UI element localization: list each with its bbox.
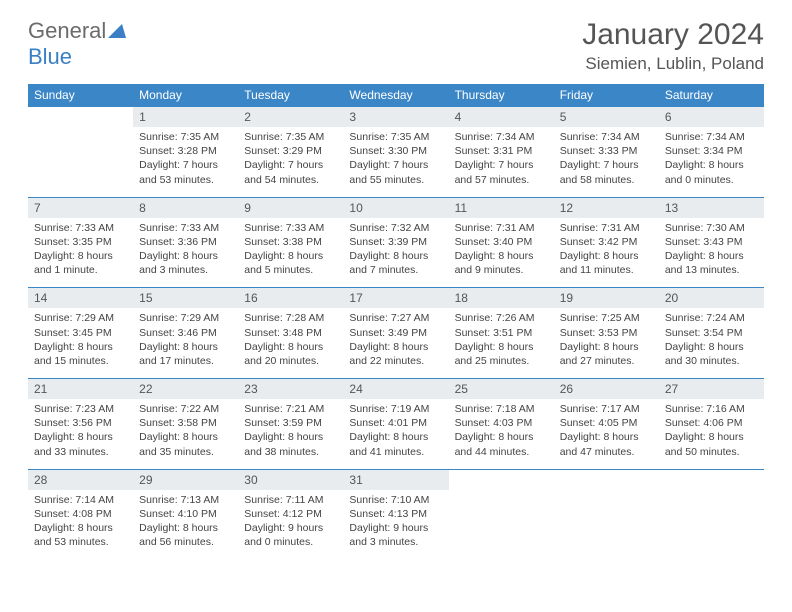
day-detail-cell: Sunrise: 7:35 AMSunset: 3:30 PMDaylight:… bbox=[343, 127, 448, 197]
day-number-row: 14151617181920 bbox=[28, 288, 764, 309]
calendar-table: Sunday Monday Tuesday Wednesday Thursday… bbox=[28, 84, 764, 559]
day-detail-row: Sunrise: 7:35 AMSunset: 3:28 PMDaylight:… bbox=[28, 127, 764, 197]
day-detail-cell: Sunrise: 7:14 AMSunset: 4:08 PMDaylight:… bbox=[28, 490, 133, 560]
day-number-cell: 31 bbox=[343, 469, 448, 490]
day-number-row: 123456 bbox=[28, 107, 764, 128]
day-detail-cell: Sunrise: 7:17 AMSunset: 4:05 PMDaylight:… bbox=[554, 399, 659, 469]
day-detail-cell: Sunrise: 7:21 AMSunset: 3:59 PMDaylight:… bbox=[238, 399, 343, 469]
day-number-cell: 22 bbox=[133, 379, 238, 400]
day-number-cell: 25 bbox=[449, 379, 554, 400]
day-detail-cell: Sunrise: 7:35 AMSunset: 3:28 PMDaylight:… bbox=[133, 127, 238, 197]
title-block: January 2024 Siemien, Lublin, Poland bbox=[582, 18, 764, 74]
day-detail-cell: Sunrise: 7:10 AMSunset: 4:13 PMDaylight:… bbox=[343, 490, 448, 560]
weekday-header: Thursday bbox=[449, 84, 554, 107]
day-number-cell: 13 bbox=[659, 197, 764, 218]
day-detail-cell: Sunrise: 7:34 AMSunset: 3:31 PMDaylight:… bbox=[449, 127, 554, 197]
day-number-cell: 8 bbox=[133, 197, 238, 218]
day-number-cell: 30 bbox=[238, 469, 343, 490]
day-detail-cell: Sunrise: 7:16 AMSunset: 4:06 PMDaylight:… bbox=[659, 399, 764, 469]
day-detail-cell: Sunrise: 7:28 AMSunset: 3:48 PMDaylight:… bbox=[238, 308, 343, 378]
day-detail-row: Sunrise: 7:14 AMSunset: 4:08 PMDaylight:… bbox=[28, 490, 764, 560]
day-detail-row: Sunrise: 7:29 AMSunset: 3:45 PMDaylight:… bbox=[28, 308, 764, 378]
day-number-cell: 4 bbox=[449, 107, 554, 128]
day-detail-cell: Sunrise: 7:29 AMSunset: 3:46 PMDaylight:… bbox=[133, 308, 238, 378]
day-detail-cell bbox=[554, 490, 659, 560]
logo-word1: General bbox=[28, 18, 106, 43]
day-detail-cell: Sunrise: 7:30 AMSunset: 3:43 PMDaylight:… bbox=[659, 218, 764, 288]
day-detail-cell: Sunrise: 7:11 AMSunset: 4:12 PMDaylight:… bbox=[238, 490, 343, 560]
day-number-cell: 15 bbox=[133, 288, 238, 309]
day-number-cell: 19 bbox=[554, 288, 659, 309]
day-number-cell: 5 bbox=[554, 107, 659, 128]
weekday-header: Tuesday bbox=[238, 84, 343, 107]
day-number-cell: 23 bbox=[238, 379, 343, 400]
day-number-cell: 26 bbox=[554, 379, 659, 400]
day-detail-cell: Sunrise: 7:32 AMSunset: 3:39 PMDaylight:… bbox=[343, 218, 448, 288]
day-number-cell: 21 bbox=[28, 379, 133, 400]
day-detail-cell: Sunrise: 7:33 AMSunset: 3:35 PMDaylight:… bbox=[28, 218, 133, 288]
day-detail-cell: Sunrise: 7:33 AMSunset: 3:38 PMDaylight:… bbox=[238, 218, 343, 288]
day-number-cell: 3 bbox=[343, 107, 448, 128]
weekday-header: Monday bbox=[133, 84, 238, 107]
day-number-cell bbox=[28, 107, 133, 128]
day-detail-row: Sunrise: 7:23 AMSunset: 3:56 PMDaylight:… bbox=[28, 399, 764, 469]
header-bar: General Blue January 2024 Siemien, Lubli… bbox=[28, 18, 764, 74]
month-title: January 2024 bbox=[582, 18, 764, 52]
day-number-cell: 9 bbox=[238, 197, 343, 218]
day-detail-cell: Sunrise: 7:31 AMSunset: 3:42 PMDaylight:… bbox=[554, 218, 659, 288]
day-number-cell: 6 bbox=[659, 107, 764, 128]
day-number-cell: 28 bbox=[28, 469, 133, 490]
day-number-cell: 20 bbox=[659, 288, 764, 309]
day-number-row: 21222324252627 bbox=[28, 379, 764, 400]
day-number-cell: 14 bbox=[28, 288, 133, 309]
logo: General Blue bbox=[28, 18, 126, 70]
day-detail-cell: Sunrise: 7:25 AMSunset: 3:53 PMDaylight:… bbox=[554, 308, 659, 378]
day-detail-cell bbox=[449, 490, 554, 560]
day-number-cell: 17 bbox=[343, 288, 448, 309]
day-number-cell: 24 bbox=[343, 379, 448, 400]
day-detail-cell: Sunrise: 7:18 AMSunset: 4:03 PMDaylight:… bbox=[449, 399, 554, 469]
day-number-cell: 2 bbox=[238, 107, 343, 128]
weekday-header: Saturday bbox=[659, 84, 764, 107]
day-detail-cell: Sunrise: 7:23 AMSunset: 3:56 PMDaylight:… bbox=[28, 399, 133, 469]
day-detail-cell: Sunrise: 7:26 AMSunset: 3:51 PMDaylight:… bbox=[449, 308, 554, 378]
day-number-cell: 12 bbox=[554, 197, 659, 218]
day-number-cell: 1 bbox=[133, 107, 238, 128]
day-number-cell: 7 bbox=[28, 197, 133, 218]
weekday-header: Friday bbox=[554, 84, 659, 107]
location-text: Siemien, Lublin, Poland bbox=[582, 54, 764, 74]
day-detail-cell bbox=[659, 490, 764, 560]
day-number-row: 28293031 bbox=[28, 469, 764, 490]
day-detail-cell: Sunrise: 7:34 AMSunset: 3:34 PMDaylight:… bbox=[659, 127, 764, 197]
day-detail-cell: Sunrise: 7:19 AMSunset: 4:01 PMDaylight:… bbox=[343, 399, 448, 469]
weekday-header: Sunday bbox=[28, 84, 133, 107]
day-detail-row: Sunrise: 7:33 AMSunset: 3:35 PMDaylight:… bbox=[28, 218, 764, 288]
day-number-cell: 27 bbox=[659, 379, 764, 400]
weekday-header-row: Sunday Monday Tuesday Wednesday Thursday… bbox=[28, 84, 764, 107]
day-detail-cell: Sunrise: 7:33 AMSunset: 3:36 PMDaylight:… bbox=[133, 218, 238, 288]
logo-triangle-icon bbox=[108, 24, 126, 38]
day-detail-cell: Sunrise: 7:31 AMSunset: 3:40 PMDaylight:… bbox=[449, 218, 554, 288]
day-detail-cell: Sunrise: 7:13 AMSunset: 4:10 PMDaylight:… bbox=[133, 490, 238, 560]
day-detail-cell: Sunrise: 7:22 AMSunset: 3:58 PMDaylight:… bbox=[133, 399, 238, 469]
day-detail-cell: Sunrise: 7:35 AMSunset: 3:29 PMDaylight:… bbox=[238, 127, 343, 197]
day-detail-cell: Sunrise: 7:24 AMSunset: 3:54 PMDaylight:… bbox=[659, 308, 764, 378]
logo-text: General Blue bbox=[28, 18, 126, 70]
day-number-cell bbox=[554, 469, 659, 490]
day-number-cell bbox=[449, 469, 554, 490]
day-number-row: 78910111213 bbox=[28, 197, 764, 218]
day-number-cell: 11 bbox=[449, 197, 554, 218]
day-number-cell: 18 bbox=[449, 288, 554, 309]
day-detail-cell: Sunrise: 7:29 AMSunset: 3:45 PMDaylight:… bbox=[28, 308, 133, 378]
day-number-cell: 16 bbox=[238, 288, 343, 309]
day-number-cell: 29 bbox=[133, 469, 238, 490]
day-detail-cell bbox=[28, 127, 133, 197]
day-detail-cell: Sunrise: 7:27 AMSunset: 3:49 PMDaylight:… bbox=[343, 308, 448, 378]
weekday-header: Wednesday bbox=[343, 84, 448, 107]
day-number-cell: 10 bbox=[343, 197, 448, 218]
day-detail-cell: Sunrise: 7:34 AMSunset: 3:33 PMDaylight:… bbox=[554, 127, 659, 197]
day-number-cell bbox=[659, 469, 764, 490]
logo-word2: Blue bbox=[28, 44, 72, 69]
